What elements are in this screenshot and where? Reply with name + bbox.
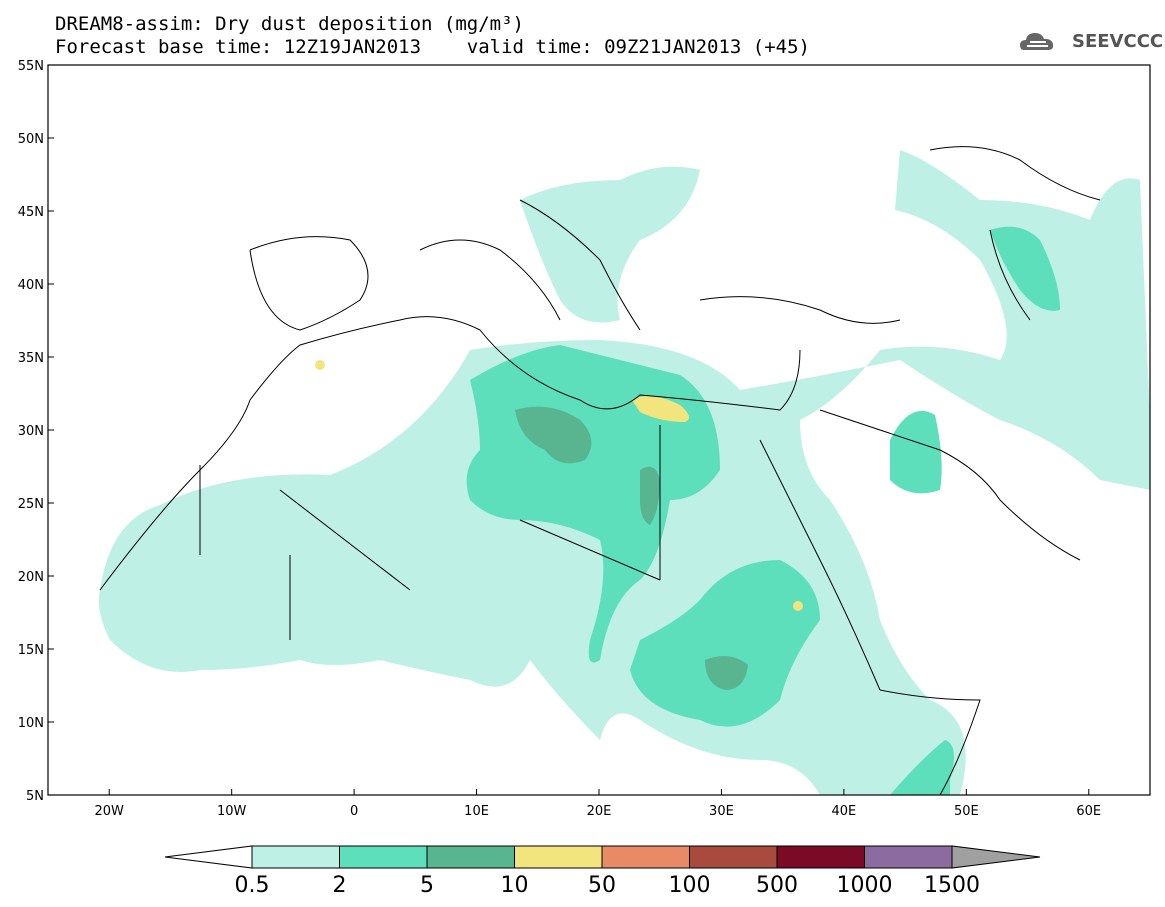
colorbar-label: 100 bbox=[669, 873, 711, 898]
colorbar-label: 1000 bbox=[837, 873, 893, 898]
lat-tick-label: 35N bbox=[18, 351, 44, 366]
colorbar-over-arrow bbox=[951, 845, 1041, 869]
lat-tick-label: 30N bbox=[18, 424, 44, 439]
lat-tick-label: 55N bbox=[18, 59, 44, 74]
dust-level-2-arabia bbox=[890, 410, 942, 494]
colorbar-box bbox=[776, 845, 865, 869]
colorbar-labels: 0.5 2 5 10 50 100 500 1000 1500 bbox=[235, 873, 981, 898]
latitude-axis: 55N 50N 45N 40N 35N 30N 25N 20N 15N 10N 5N bbox=[18, 59, 54, 804]
lat-tick-label: 50N bbox=[18, 132, 44, 147]
colorbar-boxes bbox=[164, 845, 1041, 869]
lat-tick-label: 10N bbox=[18, 716, 44, 731]
dust-level-2-caspian bbox=[990, 226, 1060, 311]
lon-tick-label: 0 bbox=[350, 804, 358, 819]
dust-level-1-balkans bbox=[520, 166, 700, 323]
colorbar-box bbox=[514, 845, 603, 869]
dust-level-3-libya bbox=[640, 466, 660, 525]
lat-tick-label: 15N bbox=[18, 643, 44, 658]
lon-tick-label: 10E bbox=[464, 804, 489, 819]
lon-tick-label: 50E bbox=[954, 804, 979, 819]
dust-level-2-horn bbox=[890, 740, 954, 795]
lat-tick-label: 45N bbox=[18, 205, 44, 220]
colorbar-label: 50 bbox=[588, 873, 616, 898]
cloud-icon bbox=[1020, 33, 1054, 50]
colorbar-box bbox=[339, 845, 428, 869]
seevccc-logo: SEEVCCC bbox=[1072, 31, 1164, 52]
lat-tick-label: 25N bbox=[18, 497, 44, 512]
colorbar-under-arrow bbox=[164, 845, 253, 869]
colorbar-label: 2 bbox=[333, 873, 347, 898]
colorbar-label: 500 bbox=[756, 873, 798, 898]
dust-field bbox=[98, 150, 1150, 795]
lon-tick-label: 20W bbox=[95, 804, 125, 819]
lat-tick-label: 40N bbox=[18, 278, 44, 293]
lat-tick-label: 5N bbox=[26, 789, 44, 804]
dust-level-2-sudan bbox=[630, 560, 820, 727]
coastlines bbox=[99, 146, 1101, 795]
lon-tick-label: 30E bbox=[709, 804, 734, 819]
dust-level-3 bbox=[515, 406, 592, 464]
colorbar-label: 10 bbox=[501, 873, 529, 898]
colorbar-label: 5 bbox=[420, 873, 434, 898]
colorbar-label: 0.5 bbox=[235, 873, 270, 898]
dust-level-4-spot bbox=[793, 601, 803, 611]
colorbar-box bbox=[601, 845, 690, 869]
longitude-axis: 20W 10W 0 10E 20E 30E 40E 50E 60E bbox=[95, 789, 1101, 819]
dust-level-4 bbox=[632, 396, 689, 422]
dust-level-4-spot bbox=[315, 360, 325, 370]
lon-tick-label: 60E bbox=[1076, 804, 1101, 819]
lon-tick-label: 40E bbox=[832, 804, 857, 819]
colorbar-label: 1500 bbox=[924, 873, 980, 898]
lon-tick-label: 10W bbox=[217, 804, 247, 819]
map-subtitle: Forecast base time: 12Z19JAN2013 valid t… bbox=[55, 36, 810, 58]
map-title: DREAM8-assim: Dry dust deposition (mg/m³… bbox=[55, 13, 524, 35]
dust-level-3-sudan bbox=[705, 656, 748, 690]
colorbar-box bbox=[864, 845, 953, 869]
lon-tick-label: 20E bbox=[587, 804, 612, 819]
colorbar-box bbox=[251, 845, 340, 869]
colorbar-box bbox=[689, 845, 778, 869]
lat-tick-label: 20N bbox=[18, 570, 44, 585]
colorbar-box bbox=[426, 845, 515, 869]
